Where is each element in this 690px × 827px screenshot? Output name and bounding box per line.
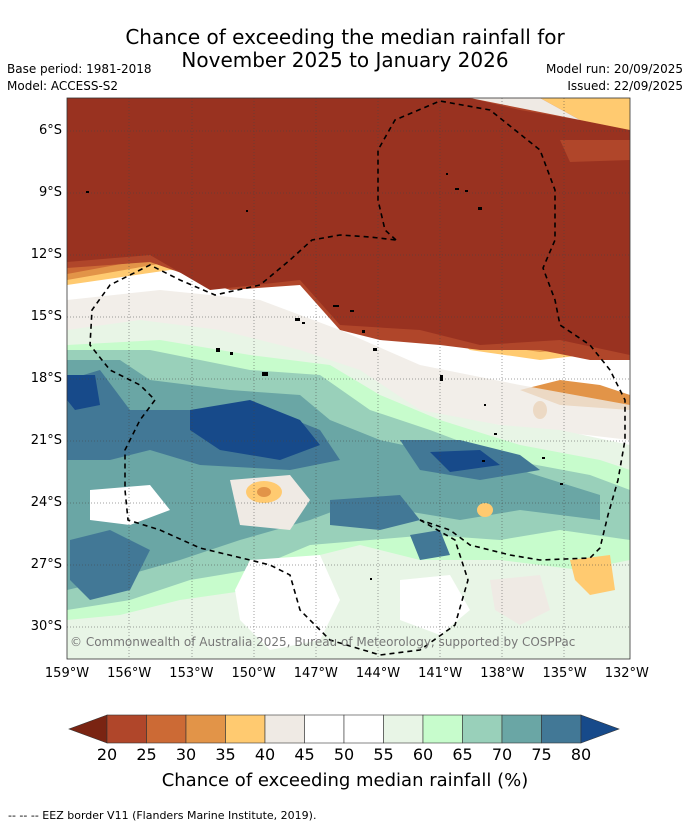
colorbar-title: Chance of exceeding median rainfall (%): [161, 770, 529, 791]
colorbar-swatch: [541, 714, 582, 744]
colorbar-tick-label: 20: [96, 745, 118, 764]
colorbar-swatch: [185, 714, 226, 744]
colorbar-tick-label: 40: [254, 745, 276, 764]
lat-tick-label: 6°S: [38, 123, 62, 138]
eez-legend-note: -- -- -- EEZ border V11 (Flanders Marine…: [8, 809, 317, 822]
colorbar-tick-label: 30: [175, 745, 197, 764]
lon-tick-label: 138°W: [480, 666, 525, 681]
colorbar-arrow-high: [580, 714, 620, 744]
lat-tick-label: 18°S: [30, 371, 62, 386]
lon-tick-label: 132°W: [604, 666, 649, 681]
colorbar-tick-label: 35: [215, 745, 236, 764]
colorbar-swatch: [501, 714, 542, 744]
lat-tick-label: 27°S: [30, 557, 62, 572]
colorbar-tick-label: 70: [491, 745, 513, 764]
map-title-line2: November 2025 to January 2026: [181, 48, 509, 72]
colorbar-tick-label: 45: [294, 745, 315, 764]
copyright-notice: © Commonwealth of Australia 2025, Bureau…: [70, 635, 576, 649]
lon-tick-label: 153°W: [169, 666, 214, 681]
lon-tick-label: 135°W: [542, 666, 587, 681]
colorbar: [68, 714, 620, 744]
colorbar-tick-label: 65: [452, 745, 473, 764]
lon-tick-label: 141°W: [418, 666, 463, 681]
colorbar-tick-label: 55: [373, 745, 394, 764]
issued-date: Issued: 22/09/2025: [567, 79, 683, 93]
colorbar-tick-label: 80: [570, 745, 592, 764]
colorbar-swatch: [304, 714, 345, 744]
colorbar-arrow-low: [68, 714, 108, 744]
lat-tick-label: 15°S: [30, 309, 62, 324]
colorbar-swatch: [264, 714, 305, 744]
eez-border: [89, 100, 626, 656]
lon-tick-label: 156°W: [107, 666, 152, 681]
lon-tick-label: 144°W: [355, 666, 401, 681]
map-title-line1: Chance of exceeding the median rainfall …: [125, 25, 565, 49]
lat-tick-label: 9°S: [38, 185, 62, 200]
islands: [86, 173, 563, 580]
colorbar-tick-label: 50: [333, 745, 355, 764]
colorbar-swatch: [106, 714, 147, 744]
colorbar-swatch: [146, 714, 187, 744]
lon-tick-label: 159°W: [44, 666, 90, 681]
colorbar-swatch: [225, 714, 266, 744]
lon-tick-label: 147°W: [293, 666, 338, 681]
colorbar-tick-label: 25: [136, 745, 157, 764]
colorbar-tick-label: 75: [531, 745, 552, 764]
base-period: Base period: 1981-2018: [7, 62, 152, 76]
rainfall-field: [67, 98, 630, 659]
colorbar-swatch: [462, 714, 503, 744]
colorbar-swatch: [422, 714, 463, 744]
colorbar-swatch: [383, 714, 424, 744]
colorbar-tick-label: 60: [412, 745, 434, 764]
lat-tick-label: 21°S: [30, 433, 62, 448]
lat-tick-label: 30°S: [30, 619, 62, 634]
lat-tick-label: 24°S: [30, 495, 62, 510]
model-name: Model: ACCESS-S2: [7, 79, 119, 93]
model-run: Model run: 20/09/2025: [545, 62, 683, 76]
lon-tick-label: 150°W: [231, 666, 276, 681]
lat-tick-label: 12°S: [30, 247, 62, 262]
colorbar-swatch: [343, 714, 384, 744]
